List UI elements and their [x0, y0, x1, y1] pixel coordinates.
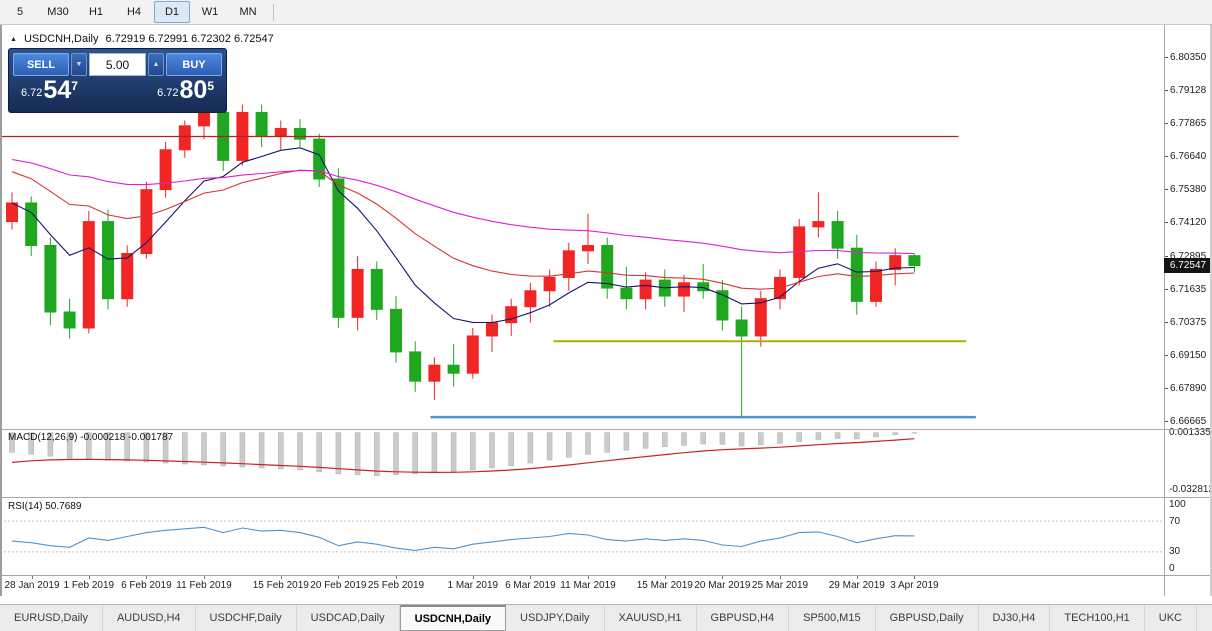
date-label: 11 Feb 2019	[173, 576, 235, 591]
rsi-scale-label: 0	[1169, 563, 1175, 574]
date-label: 11 Mar 2019	[557, 576, 619, 591]
tab-xauusd-h1[interactable]: XAUUSD,H1	[605, 605, 697, 631]
price-scale-label: 6.74120	[1163, 217, 1207, 229]
timeframe-button-m30[interactable]: M30	[47, 6, 69, 18]
chart-tabs-bar: EURUSD,Daily AUDUSD,H4 USDCHF,Daily USDCAD,…	[0, 604, 1212, 631]
tab-eurusd-daily[interactable]: EURUSD,Daily	[0, 605, 103, 631]
date-label: 15 Feb 2019	[250, 576, 312, 591]
price-scale[interactable]: 6.80350 6.79128 6.77865 6.76640 6.75380 6.741…	[1163, 25, 1212, 429]
price-scale-label: 6.75380	[1163, 184, 1207, 196]
rsi-indicator-panel[interactable]	[0, 498, 1164, 575]
price-scale-label: 6.77865	[1163, 118, 1207, 130]
rsi-scale: 100 70 30 0	[1169, 498, 1212, 575]
date-label: 3 Apr 2019	[883, 576, 945, 591]
price-scale-label: 6.67890	[1163, 382, 1207, 394]
timeframe-button-h4[interactable]: H4	[126, 6, 142, 18]
candles-group	[6, 101, 921, 419]
chart-symbol-label: ▲ USDCNH,Daily 6.72919 6.72991 6.72302 6…	[10, 33, 274, 45]
chart-right-border	[1210, 25, 1212, 596]
price-scale-label: 6.69150	[1163, 349, 1207, 361]
volume-decrease-button[interactable]: ▼	[71, 53, 87, 76]
buy-button[interactable]: BUY	[166, 53, 222, 76]
rsi-panel-separator[interactable]	[0, 497, 1212, 498]
chart-left-border	[0, 25, 2, 596]
volume-input[interactable]	[89, 53, 146, 76]
ma-mid-line	[11, 169, 915, 290]
buy-price-main: 80	[179, 76, 208, 104]
caret-down-icon: ▼	[75, 61, 83, 68]
buy-price-sup: 5	[207, 79, 214, 93]
symbol-title: USDCNH,Daily	[23, 33, 99, 45]
date-axis[interactable]: 28 Jan 2019 1 Feb 2019 6 Feb 2019 11 Feb 20…	[0, 576, 1164, 596]
timeframe-button-h1[interactable]: H1	[88, 6, 104, 18]
tab-sp500-m15[interactable]: SP500,M15	[789, 605, 876, 631]
price-scale-label: 6.70375	[1163, 316, 1207, 328]
tab-usdjpy-daily[interactable]: USDJPY,Daily	[506, 605, 605, 631]
collapse-triangle-icon[interactable]: ▲	[10, 35, 17, 43]
timeframe-button-w1[interactable]: W1	[201, 6, 219, 18]
macd-histogram	[9, 432, 918, 477]
candlestick-chart-canvas[interactable]	[0, 25, 1164, 429]
sell-price[interactable]: 6.72 54 7	[21, 76, 78, 104]
price-scale-label: 6.76640	[1163, 151, 1207, 163]
tab-gbpusd-h4[interactable]: GBPUSD,H4	[697, 605, 790, 631]
tab-ukc[interactable]: UKC	[1145, 605, 1197, 631]
date-label: 20 Feb 2019	[307, 576, 369, 591]
macd-indicator-label: MACD(12,26,9) -0.000218 -0.001787	[8, 432, 174, 443]
date-label: 20 Mar 2019	[691, 576, 753, 591]
buy-price-prefix: 6.72	[157, 87, 179, 99]
timeframe-button-mn[interactable]: MN	[239, 6, 257, 18]
date-label: 28 Jan 2019	[1, 576, 63, 591]
tab-tech100-h1[interactable]: TECH100,H1	[1050, 605, 1145, 631]
timeframe-button-5[interactable]: 5	[16, 6, 24, 18]
tab-usdcnh-daily[interactable]: USDCNH,Daily	[399, 605, 507, 631]
tab-dj30-h4[interactable]: DJ30,H4	[979, 605, 1051, 631]
date-label: 1 Feb 2019	[58, 576, 120, 591]
volume-increase-button[interactable]: ▲	[148, 53, 164, 76]
tab-usdchf-daily[interactable]: USDCHF,Daily	[196, 605, 297, 631]
price-scale-label: 6.66665	[1163, 416, 1207, 427]
date-label: 6 Feb 2019	[115, 576, 177, 591]
current-price-badge: 6.72547	[1164, 258, 1212, 273]
rsi-scale-label: 70	[1169, 516, 1181, 527]
sell-price-prefix: 6.72	[21, 87, 43, 99]
price-scale-label: 6.71635	[1163, 283, 1207, 295]
date-axis-separator	[0, 575, 1212, 576]
symbol-ohlc-values: 6.72919 6.72991 6.72302 6.72547	[105, 33, 274, 45]
price-scale-label: 6.80350	[1163, 52, 1207, 63]
rsi-line	[11, 526, 915, 551]
price-scale-label: 6.72895	[1163, 250, 1207, 262]
sell-button[interactable]: SELL	[13, 53, 69, 76]
macd-indicator-panel[interactable]	[0, 430, 1164, 497]
macd-signal-line	[11, 438, 915, 474]
tab-usdcad-daily[interactable]: USDCAD,Daily	[297, 605, 400, 631]
tab-audusd-h4[interactable]: AUDUSD,H4	[103, 605, 196, 631]
macd-scale-min: -0.032812	[1169, 484, 1212, 495]
ma-slow-line	[11, 158, 915, 255]
rsi-scale-label: 30	[1169, 546, 1181, 557]
macd-panel-separator[interactable]	[0, 429, 1212, 430]
date-label: 6 Mar 2019	[499, 576, 561, 591]
date-label: 25 Feb 2019	[365, 576, 427, 591]
ma-fast-line	[11, 147, 915, 324]
date-label: 29 Mar 2019	[826, 576, 888, 591]
date-label: 15 Mar 2019	[634, 576, 696, 591]
date-label: 25 Mar 2019	[749, 576, 811, 591]
toolbar-separator	[273, 3, 274, 21]
caret-up-icon: ▲	[152, 61, 160, 68]
sell-price-sup: 7	[71, 79, 78, 93]
rsi-scale-label: 100	[1169, 499, 1186, 510]
price-scale-label: 6.79128	[1163, 85, 1207, 97]
tab-gbpusd-daily[interactable]: GBPUSD,Daily	[876, 605, 979, 631]
macd-scale-max: 0.001335	[1169, 427, 1211, 438]
rsi-indicator-label: RSI(14) 50.7689	[8, 501, 82, 512]
buy-price[interactable]: 6.72 80 5	[157, 76, 214, 104]
timeframe-button-d1[interactable]: D1	[154, 1, 190, 23]
timeframe-toolbar: 5 M30 H1 H4 D1 W1 MN	[0, 0, 1212, 25]
date-label: 1 Mar 2019	[442, 576, 504, 591]
price-axis-separator	[1164, 25, 1165, 596]
sell-price-main: 54	[43, 76, 72, 104]
